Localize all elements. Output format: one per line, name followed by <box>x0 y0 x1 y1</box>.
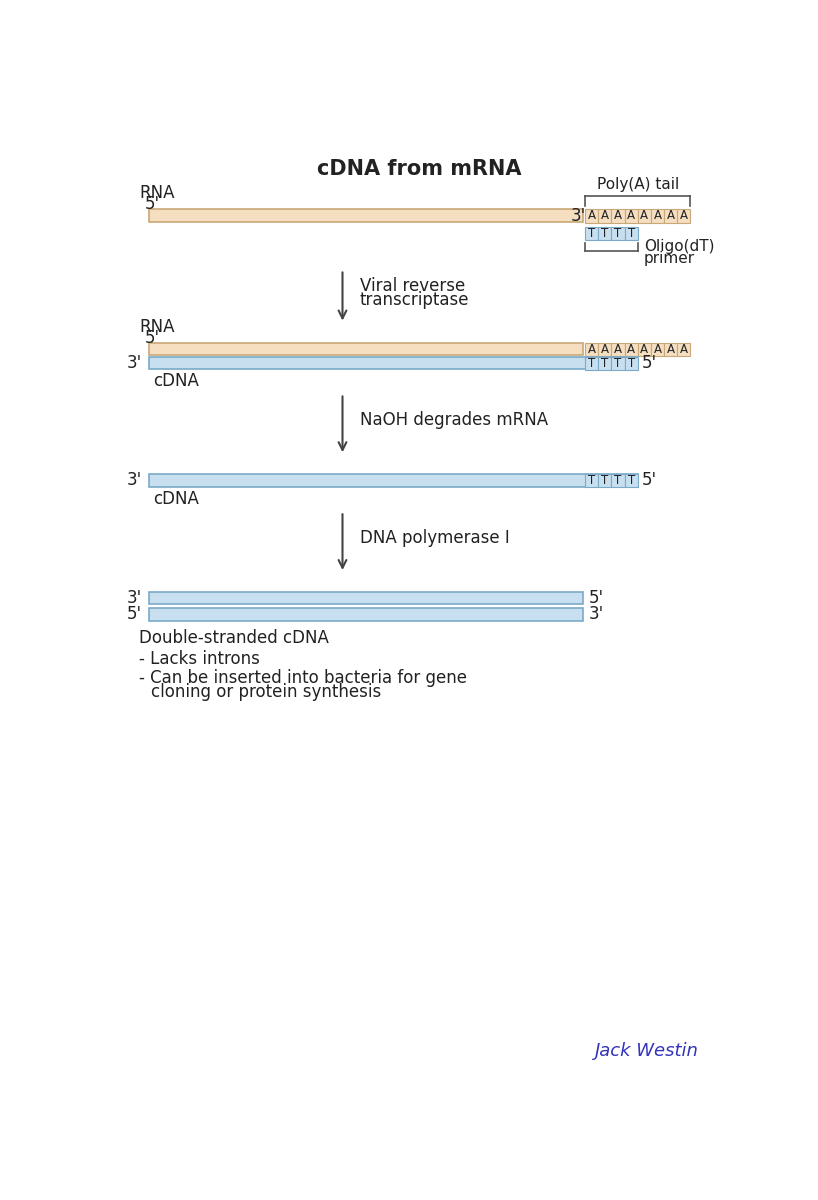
Text: T: T <box>588 474 596 487</box>
Text: T: T <box>601 356 609 370</box>
Bar <box>625 356 638 370</box>
Text: Double-stranded cDNA: Double-stranded cDNA <box>139 629 330 647</box>
Text: 3': 3' <box>571 206 587 224</box>
Text: A: A <box>680 210 688 222</box>
Bar <box>149 474 638 487</box>
Text: A: A <box>627 210 636 222</box>
Text: NaOH degrades mRNA: NaOH degrades mRNA <box>360 412 548 430</box>
Text: RNA: RNA <box>139 184 175 202</box>
Text: A: A <box>614 343 622 355</box>
Text: 5': 5' <box>127 606 142 624</box>
Text: A: A <box>667 210 675 222</box>
Bar <box>598 356 611 370</box>
Text: T: T <box>614 474 622 487</box>
Text: cDNA: cDNA <box>153 372 199 390</box>
Text: T: T <box>601 474 609 487</box>
Text: cloning or protein synthesis: cloning or protein synthesis <box>151 683 381 701</box>
Bar <box>149 343 582 355</box>
Text: - Can be inserted into bacteria for gene: - Can be inserted into bacteria for gene <box>139 668 467 686</box>
Text: A: A <box>601 210 609 222</box>
Bar <box>651 210 664 222</box>
Text: A: A <box>654 210 662 222</box>
Text: A: A <box>614 210 622 222</box>
Text: Viral reverse: Viral reverse <box>360 277 465 295</box>
Bar <box>677 210 690 222</box>
Text: 5': 5' <box>641 354 657 372</box>
Bar <box>149 592 582 605</box>
Bar <box>625 227 638 240</box>
Bar <box>598 343 611 355</box>
Text: 5': 5' <box>589 589 604 607</box>
Bar <box>585 210 598 222</box>
Bar <box>598 210 611 222</box>
Text: 3': 3' <box>127 472 142 490</box>
Text: A: A <box>680 343 688 355</box>
Bar <box>664 210 677 222</box>
Bar <box>149 608 582 620</box>
Bar <box>598 227 611 240</box>
Bar <box>638 343 651 355</box>
Text: A: A <box>587 210 596 222</box>
Text: 5': 5' <box>145 329 160 347</box>
Text: 5': 5' <box>145 196 160 214</box>
Text: T: T <box>588 227 596 240</box>
Text: DNA polymerase I: DNA polymerase I <box>360 529 510 547</box>
Text: transcriptase: transcriptase <box>360 292 469 310</box>
Text: Oligo(dT): Oligo(dT) <box>644 239 714 254</box>
Bar <box>149 356 638 368</box>
Text: cDNA: cDNA <box>153 490 199 508</box>
Text: A: A <box>601 343 609 355</box>
Bar <box>585 343 598 355</box>
Text: RNA: RNA <box>139 318 175 336</box>
Text: 3': 3' <box>127 589 142 607</box>
Text: 3': 3' <box>589 606 605 624</box>
Bar <box>598 474 611 487</box>
Bar <box>585 227 598 240</box>
Bar <box>638 210 651 222</box>
Text: A: A <box>640 343 649 355</box>
Text: primer: primer <box>644 251 695 266</box>
Bar <box>611 227 625 240</box>
Bar <box>651 343 664 355</box>
Text: 5': 5' <box>641 472 657 490</box>
Bar <box>611 343 625 355</box>
Bar <box>611 210 625 222</box>
Bar <box>611 356 625 370</box>
Text: 3': 3' <box>127 354 142 372</box>
Text: T: T <box>601 227 609 240</box>
Bar <box>625 343 638 355</box>
Bar <box>664 343 677 355</box>
Text: T: T <box>627 227 635 240</box>
Bar <box>625 474 638 487</box>
Bar <box>149 210 582 222</box>
Text: Poly(A) tail: Poly(A) tail <box>596 178 679 192</box>
Bar <box>611 474 625 487</box>
Bar <box>585 356 598 370</box>
Text: - Lacks introns: - Lacks introns <box>139 650 260 668</box>
Text: T: T <box>614 227 622 240</box>
Text: A: A <box>640 210 649 222</box>
Text: cDNA from mRNA: cDNA from mRNA <box>317 158 522 179</box>
Text: A: A <box>587 343 596 355</box>
Bar <box>585 474 598 487</box>
Text: A: A <box>667 343 675 355</box>
Bar <box>625 210 638 222</box>
Text: T: T <box>588 356 596 370</box>
Bar <box>677 343 690 355</box>
Text: T: T <box>614 356 622 370</box>
Text: T: T <box>627 474 635 487</box>
Text: A: A <box>654 343 662 355</box>
Text: A: A <box>627 343 636 355</box>
Text: Jack Westin: Jack Westin <box>596 1042 699 1060</box>
Text: T: T <box>627 356 635 370</box>
